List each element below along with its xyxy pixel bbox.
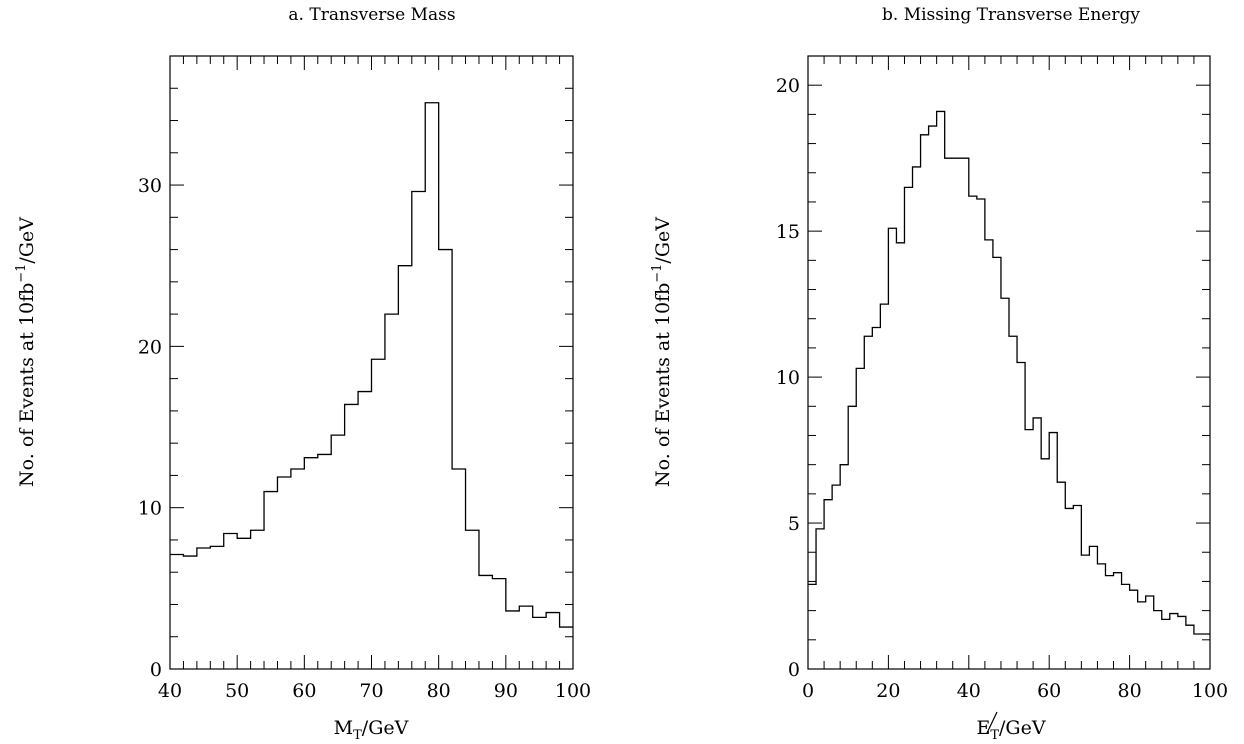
- y-label-sup: −1: [14, 264, 29, 283]
- y-axis-label-missing-transverse-energy: No. of Events at 10fb−1/GeV: [650, 217, 674, 487]
- y-tick-label: 20: [138, 336, 162, 358]
- title-missing-transverse-energy: b. Missing Transverse Energy: [882, 5, 1140, 25]
- x-tick-label: 100: [555, 680, 591, 702]
- x-tick-label: 80: [427, 680, 451, 702]
- x-tick-label: 40: [158, 680, 182, 702]
- panel-missing-transverse-energy: b. Missing Transverse Energy ET/GeV No. …: [650, 5, 1228, 743]
- x-tick-label: 50: [225, 680, 249, 702]
- y-label-tail: /GeV: [16, 217, 38, 264]
- y-label-head: No. of Events at 10fb: [652, 283, 674, 487]
- y-tick-label: 5: [788, 513, 800, 535]
- x-tick-label: 0: [802, 680, 814, 702]
- y-label-sup: −1: [650, 264, 665, 283]
- y-label-tail: /GeV: [652, 217, 674, 264]
- x-tick-label: 100: [1192, 680, 1228, 702]
- x-tick-label: 60: [1037, 680, 1061, 702]
- plot-frame-missing-transverse-energy: [807, 55, 1211, 670]
- panel-transverse-mass: a. Transverse Mass MT/GeV No. of Events …: [14, 5, 591, 743]
- x-tick-label: 60: [292, 680, 316, 702]
- x-axis-label-missing-transverse-energy: ET/GeV: [976, 717, 1045, 743]
- x-label-tail: /GeV: [362, 717, 409, 739]
- histogram-series-transverse-mass: [170, 102, 573, 628]
- x-tick-label: 70: [359, 680, 383, 702]
- y-tick-label: 10: [776, 367, 800, 389]
- x-tick-label: 20: [876, 680, 900, 702]
- y-tick-label: 20: [776, 75, 800, 97]
- y-tick-label: 0: [788, 659, 800, 681]
- y-label-head: No. of Events at 10fb: [16, 283, 38, 487]
- histogram-series-missing-transverse-energy: [808, 110, 1210, 635]
- x-label-sub: T: [353, 728, 362, 743]
- x-label-sub: T: [990, 728, 999, 743]
- x-tick-label: 90: [494, 680, 518, 702]
- x-tick-label: 80: [1118, 680, 1142, 702]
- title-transverse-mass: a. Transverse Mass: [288, 5, 455, 25]
- y-tick-label: 30: [138, 175, 162, 197]
- x-label-tail: /GeV: [999, 717, 1046, 739]
- slash-mark-on-et: [986, 711, 998, 734]
- x-tick-label: 40: [957, 680, 981, 702]
- y-axis-label-transverse-mass: No. of Events at 10fb−1/GeV: [14, 217, 38, 487]
- x-label-main: E: [976, 717, 990, 739]
- y-tick-label: 10: [138, 498, 162, 520]
- x-label-main: M: [334, 717, 353, 739]
- y-tick-label: 15: [776, 221, 800, 243]
- y-tick-label: 0: [150, 659, 162, 681]
- x-axis-label-transverse-mass: MT/GeV: [334, 717, 409, 743]
